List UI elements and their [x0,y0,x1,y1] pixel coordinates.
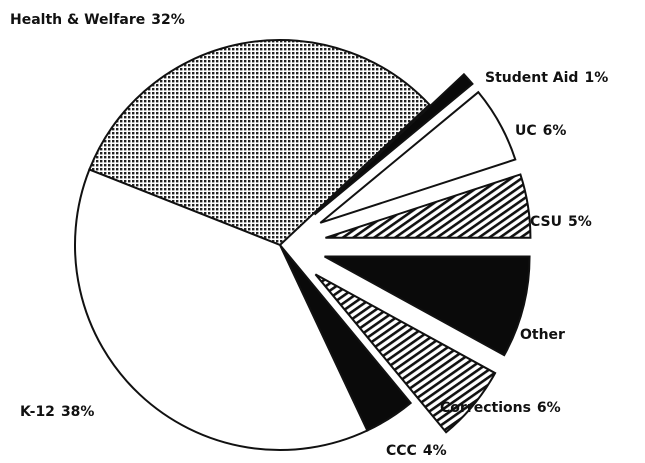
category-label: UC [515,123,537,139]
pie-slice [319,90,517,224]
value-label: 6% [537,400,561,416]
category-label: Corrections [440,400,531,416]
category-label: Other [520,327,565,343]
value-label: 38% [61,404,95,420]
pie-slice [313,72,474,216]
category-label: Student Aid [485,70,578,86]
slice-label: CCC 4% [386,443,447,459]
category-label: K-12 [20,404,55,420]
pie-slice [324,255,531,357]
value-label: 5% [568,214,592,230]
value-label: 6% [543,123,567,139]
slice-label: Health & Welfare 32% [10,12,185,28]
category-label: Health & Welfare [10,12,145,28]
category-label: CCC [386,443,417,459]
slice-label: Student Aid 1% [485,70,608,86]
slice-label: Corrections 6% [440,400,561,416]
pie-slice [325,173,532,239]
value-label: 1% [584,70,608,86]
slice-label: CSU 5% [530,214,592,230]
pie-slice [314,273,497,434]
pie-slice [74,168,369,451]
slice-label: UC 6% [515,123,566,139]
slice-label: Other [520,327,565,343]
category-label: CSU [530,214,562,230]
pie-slice [88,39,431,247]
slice-label: K-12 38% [20,404,94,420]
value-label: 4% [423,443,447,459]
value-label: 32% [151,12,185,28]
